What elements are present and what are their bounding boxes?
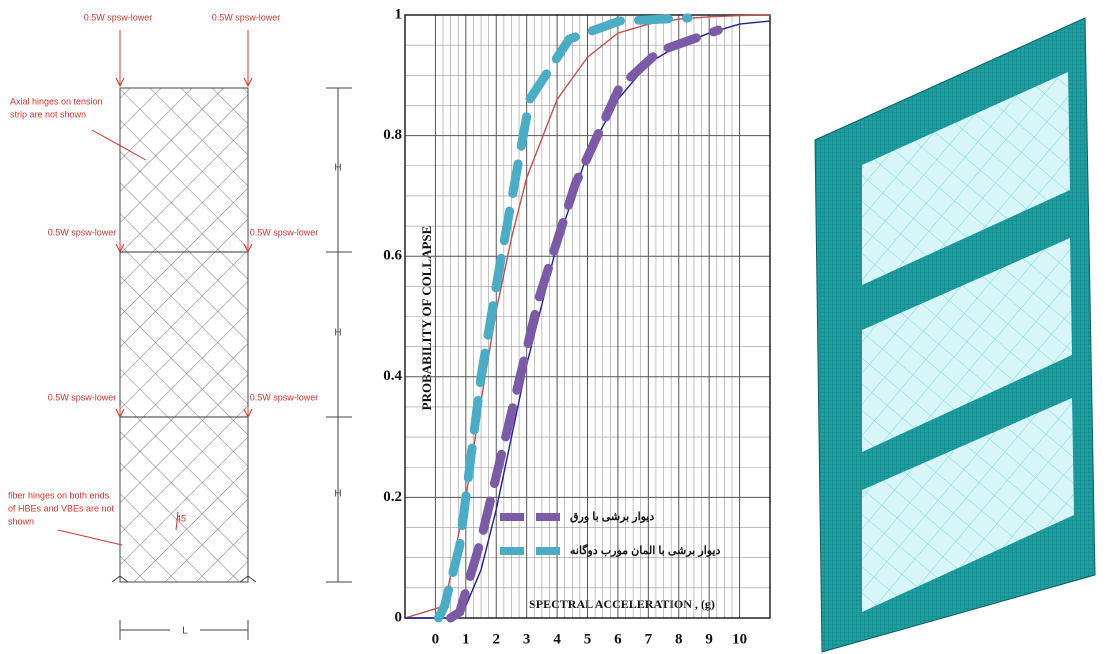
x-tick-label: 7 <box>645 631 653 647</box>
chart: PROBABILITY OF COLLAPSE SPECTRAL ACCELER… <box>383 6 771 647</box>
note: of HBEs and VBEs are not <box>8 503 115 513</box>
x-tick-label: 3 <box>523 631 531 647</box>
dim-label: L <box>182 626 188 637</box>
load-label: 0.5W spsw-lower <box>48 392 117 402</box>
angle-label: 45 <box>176 513 186 523</box>
x-tick-label: 10 <box>732 631 747 647</box>
load-label: 0.5W spsw-lower <box>250 227 319 237</box>
y-tick-label: 0.6 <box>383 248 402 264</box>
wall-diagram: 0.5W spsw-lower 0.5W spsw-lower 0.5W sps… <box>8 12 352 640</box>
dashed-curve <box>446 25 723 623</box>
dim-label: H <box>334 489 341 500</box>
y-tick-label: 0.8 <box>383 127 402 143</box>
fe-model <box>814 17 1096 653</box>
x-tick-label: 8 <box>675 631 683 647</box>
dimension-lines <box>111 87 352 640</box>
legend-label: دیوار برشی با ورق <box>570 511 654 523</box>
dashed-curve <box>433 13 693 623</box>
x-tick-label: 1 <box>462 631 470 647</box>
y-tick-label: 0 <box>395 609 403 625</box>
load-label: 0.5W spsw-lower <box>212 12 281 22</box>
x-tick-label: 2 <box>493 631 501 647</box>
panel <box>862 72 1070 285</box>
grid <box>405 14 770 619</box>
x-tick-label: 5 <box>584 631 592 647</box>
note: shown <box>8 516 34 526</box>
dim-label: H <box>334 328 341 339</box>
panel <box>862 398 1074 612</box>
note: strip are not shown <box>10 109 86 119</box>
load-label: 0.5W spsw-lower <box>84 12 153 22</box>
x-tick-label: 6 <box>614 631 622 647</box>
note: Axial hinges on tension <box>10 96 103 106</box>
load-label: 0.5W spsw-lower <box>250 392 319 402</box>
y-axis-label: PROBABILITY OF COLLAPSE <box>419 226 434 411</box>
plot-frame <box>404 14 771 619</box>
y-tick-label: 1 <box>395 6 403 22</box>
x-tick-label: 0 <box>432 631 440 647</box>
x-axis-label: SPECTRAL ACCELERATION , (g) <box>529 597 715 611</box>
y-tick-label: 0.4 <box>383 368 402 384</box>
load-arrows <box>57 30 253 546</box>
y-tick-label: 0.2 <box>383 489 402 505</box>
load-label: 0.5W spsw-lower <box>48 227 117 237</box>
legend-label: دیوار برشی با المان مورب دوگانه <box>570 543 721 557</box>
wall-frame <box>119 87 249 583</box>
panel <box>862 238 1072 452</box>
x-tick-label: 9 <box>705 631 713 647</box>
note: fiber hinges on both ends <box>8 490 110 500</box>
dim-label: H <box>334 163 341 174</box>
x-tick-label: 4 <box>553 631 561 647</box>
